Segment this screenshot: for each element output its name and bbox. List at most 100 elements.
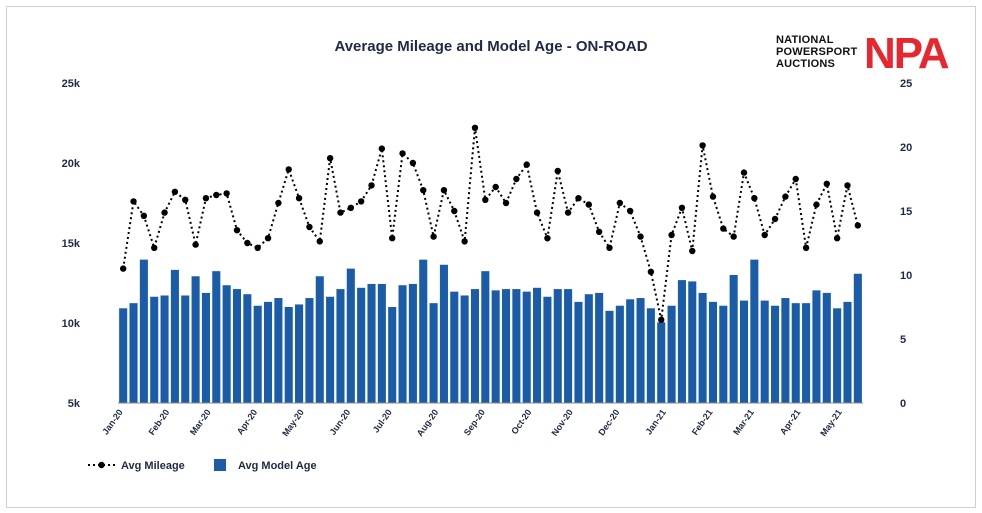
age-bar (470, 289, 480, 403)
age-bar (315, 276, 324, 403)
mileage-point (564, 209, 572, 216)
age-bar (698, 292, 707, 403)
mileage-point (430, 233, 437, 240)
age-bar (605, 310, 614, 403)
mileage-point (782, 193, 789, 200)
right-tick-label: 10 (900, 270, 912, 282)
mileage-point (699, 142, 706, 149)
age-bar (305, 298, 314, 403)
mileage-point (678, 204, 686, 211)
age-bar (274, 298, 283, 403)
mileage-point (285, 166, 292, 173)
mileage-point (554, 167, 561, 175)
age-bar (574, 301, 583, 403)
age-bar (139, 259, 148, 403)
age-bar (419, 259, 428, 403)
mileage-point (689, 247, 696, 255)
mileage-point (119, 265, 127, 272)
mileage-point (409, 159, 417, 167)
left-tick-label: 25k (62, 78, 81, 90)
age-bar (129, 303, 138, 403)
mileage-point (492, 183, 499, 191)
age-bar (450, 291, 459, 403)
age-bar (522, 291, 531, 403)
age-bar (615, 305, 624, 403)
mileage-point (275, 199, 282, 207)
chart-frame (6, 6, 976, 508)
mileage-point (244, 239, 251, 247)
age-bar (253, 305, 262, 403)
mileage-point (151, 244, 158, 251)
mileage-point (771, 215, 779, 223)
mileage-point (658, 316, 665, 323)
age-bar (853, 273, 862, 403)
mileage-point (616, 199, 624, 207)
age-bar (212, 271, 221, 403)
mileage-point (182, 196, 189, 203)
x-tick-label: Nov-20 (550, 407, 575, 437)
mileage-point (709, 193, 717, 200)
x-tick-label: Aug-20 (415, 407, 441, 438)
mileage-point (130, 198, 137, 205)
mileage-point (513, 175, 520, 183)
age-bar (636, 298, 645, 403)
mileage-point (326, 155, 334, 162)
x-tick-label: May-21 (818, 407, 844, 438)
age-bar (295, 304, 304, 403)
mileage-point (844, 182, 851, 189)
age-bar (595, 292, 604, 403)
age-bar (336, 289, 345, 403)
legend-mileage-marker (98, 461, 105, 469)
mileage-point (192, 241, 199, 248)
legend-age-swatch (214, 459, 226, 471)
mileage-point (544, 235, 551, 242)
x-tick-label: Sep-20 (462, 407, 487, 437)
age-bar (160, 295, 169, 403)
mileage-point (585, 201, 592, 208)
logo-mark: NPA (864, 29, 950, 78)
mileage-point (606, 244, 613, 251)
age-bar (533, 287, 542, 403)
age-bar (388, 307, 397, 403)
logo-line-2: POWERSPORT (776, 46, 858, 58)
age-bar (771, 305, 780, 403)
age-bar (119, 308, 128, 403)
mileage-point (575, 195, 582, 202)
age-bar (843, 301, 852, 403)
mileage-point (792, 175, 799, 183)
age-bar (263, 301, 273, 403)
right-tick-label: 20 (900, 142, 912, 154)
mileage-point (854, 222, 862, 229)
age-bar (543, 296, 552, 403)
age-bar (284, 307, 293, 403)
left-tick-label: 20k (62, 158, 81, 170)
x-axis: Jan-20 Feb-20 Mar-20 Apr-20 May-20 Jun-20 Jul-… (100, 407, 844, 438)
mileage-point (378, 145, 386, 152)
mileage-point (668, 231, 675, 239)
mileage-point (802, 244, 810, 251)
mileage-point (482, 196, 489, 203)
age-bar (626, 299, 635, 403)
age-bar (781, 298, 790, 403)
mileage-point (533, 209, 541, 216)
age-bar (657, 322, 666, 403)
mileage-point (647, 268, 655, 275)
mileage-point (471, 124, 479, 131)
right-axis: 0 5 10 15 20 25 (900, 78, 912, 410)
x-tick-label: Apr-21 (778, 407, 803, 436)
age-bar (357, 287, 366, 403)
x-tick-label: Jan-21 (643, 407, 668, 436)
x-tick-label: Dec-20 (596, 407, 621, 437)
age-bar (553, 289, 562, 403)
chart-title: Average Mileage and Model Age - ON-ROAD (334, 38, 648, 55)
age-bar (377, 283, 386, 403)
mileage-point (399, 150, 406, 157)
age-bar (222, 285, 231, 403)
mileage-point (720, 225, 727, 232)
mileage-point (357, 198, 365, 205)
age-bar (688, 281, 697, 403)
mileage-point (337, 209, 344, 216)
mileage-point (823, 180, 830, 187)
age-bar (719, 305, 728, 403)
